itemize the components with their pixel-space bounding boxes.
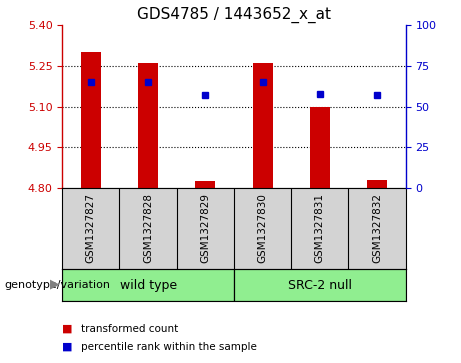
Text: GSM1327829: GSM1327829 [201,193,210,263]
Bar [81,53,101,188]
Bar [195,181,215,188]
Text: GSM1327832: GSM1327832 [372,193,382,263]
Text: transformed count: transformed count [81,323,178,334]
Text: ■: ■ [62,342,73,352]
Text: GSM1327830: GSM1327830 [258,193,267,263]
Text: percentile rank within the sample: percentile rank within the sample [81,342,257,352]
Text: ▶: ▶ [50,278,60,291]
Text: ■: ■ [62,323,73,334]
Title: GDS4785 / 1443652_x_at: GDS4785 / 1443652_x_at [137,7,331,23]
Bar [253,63,272,188]
Bar [367,180,387,188]
Text: SRC-2 null: SRC-2 null [288,278,352,291]
Text: wild type: wild type [119,278,177,291]
Text: GSM1327831: GSM1327831 [315,193,325,263]
Bar [234,269,406,301]
Bar [62,269,234,301]
Text: genotype/variation: genotype/variation [5,280,111,290]
Text: GSM1327828: GSM1327828 [143,193,153,263]
Bar [310,107,330,188]
Text: GSM1327827: GSM1327827 [86,193,96,263]
Bar [138,63,158,188]
